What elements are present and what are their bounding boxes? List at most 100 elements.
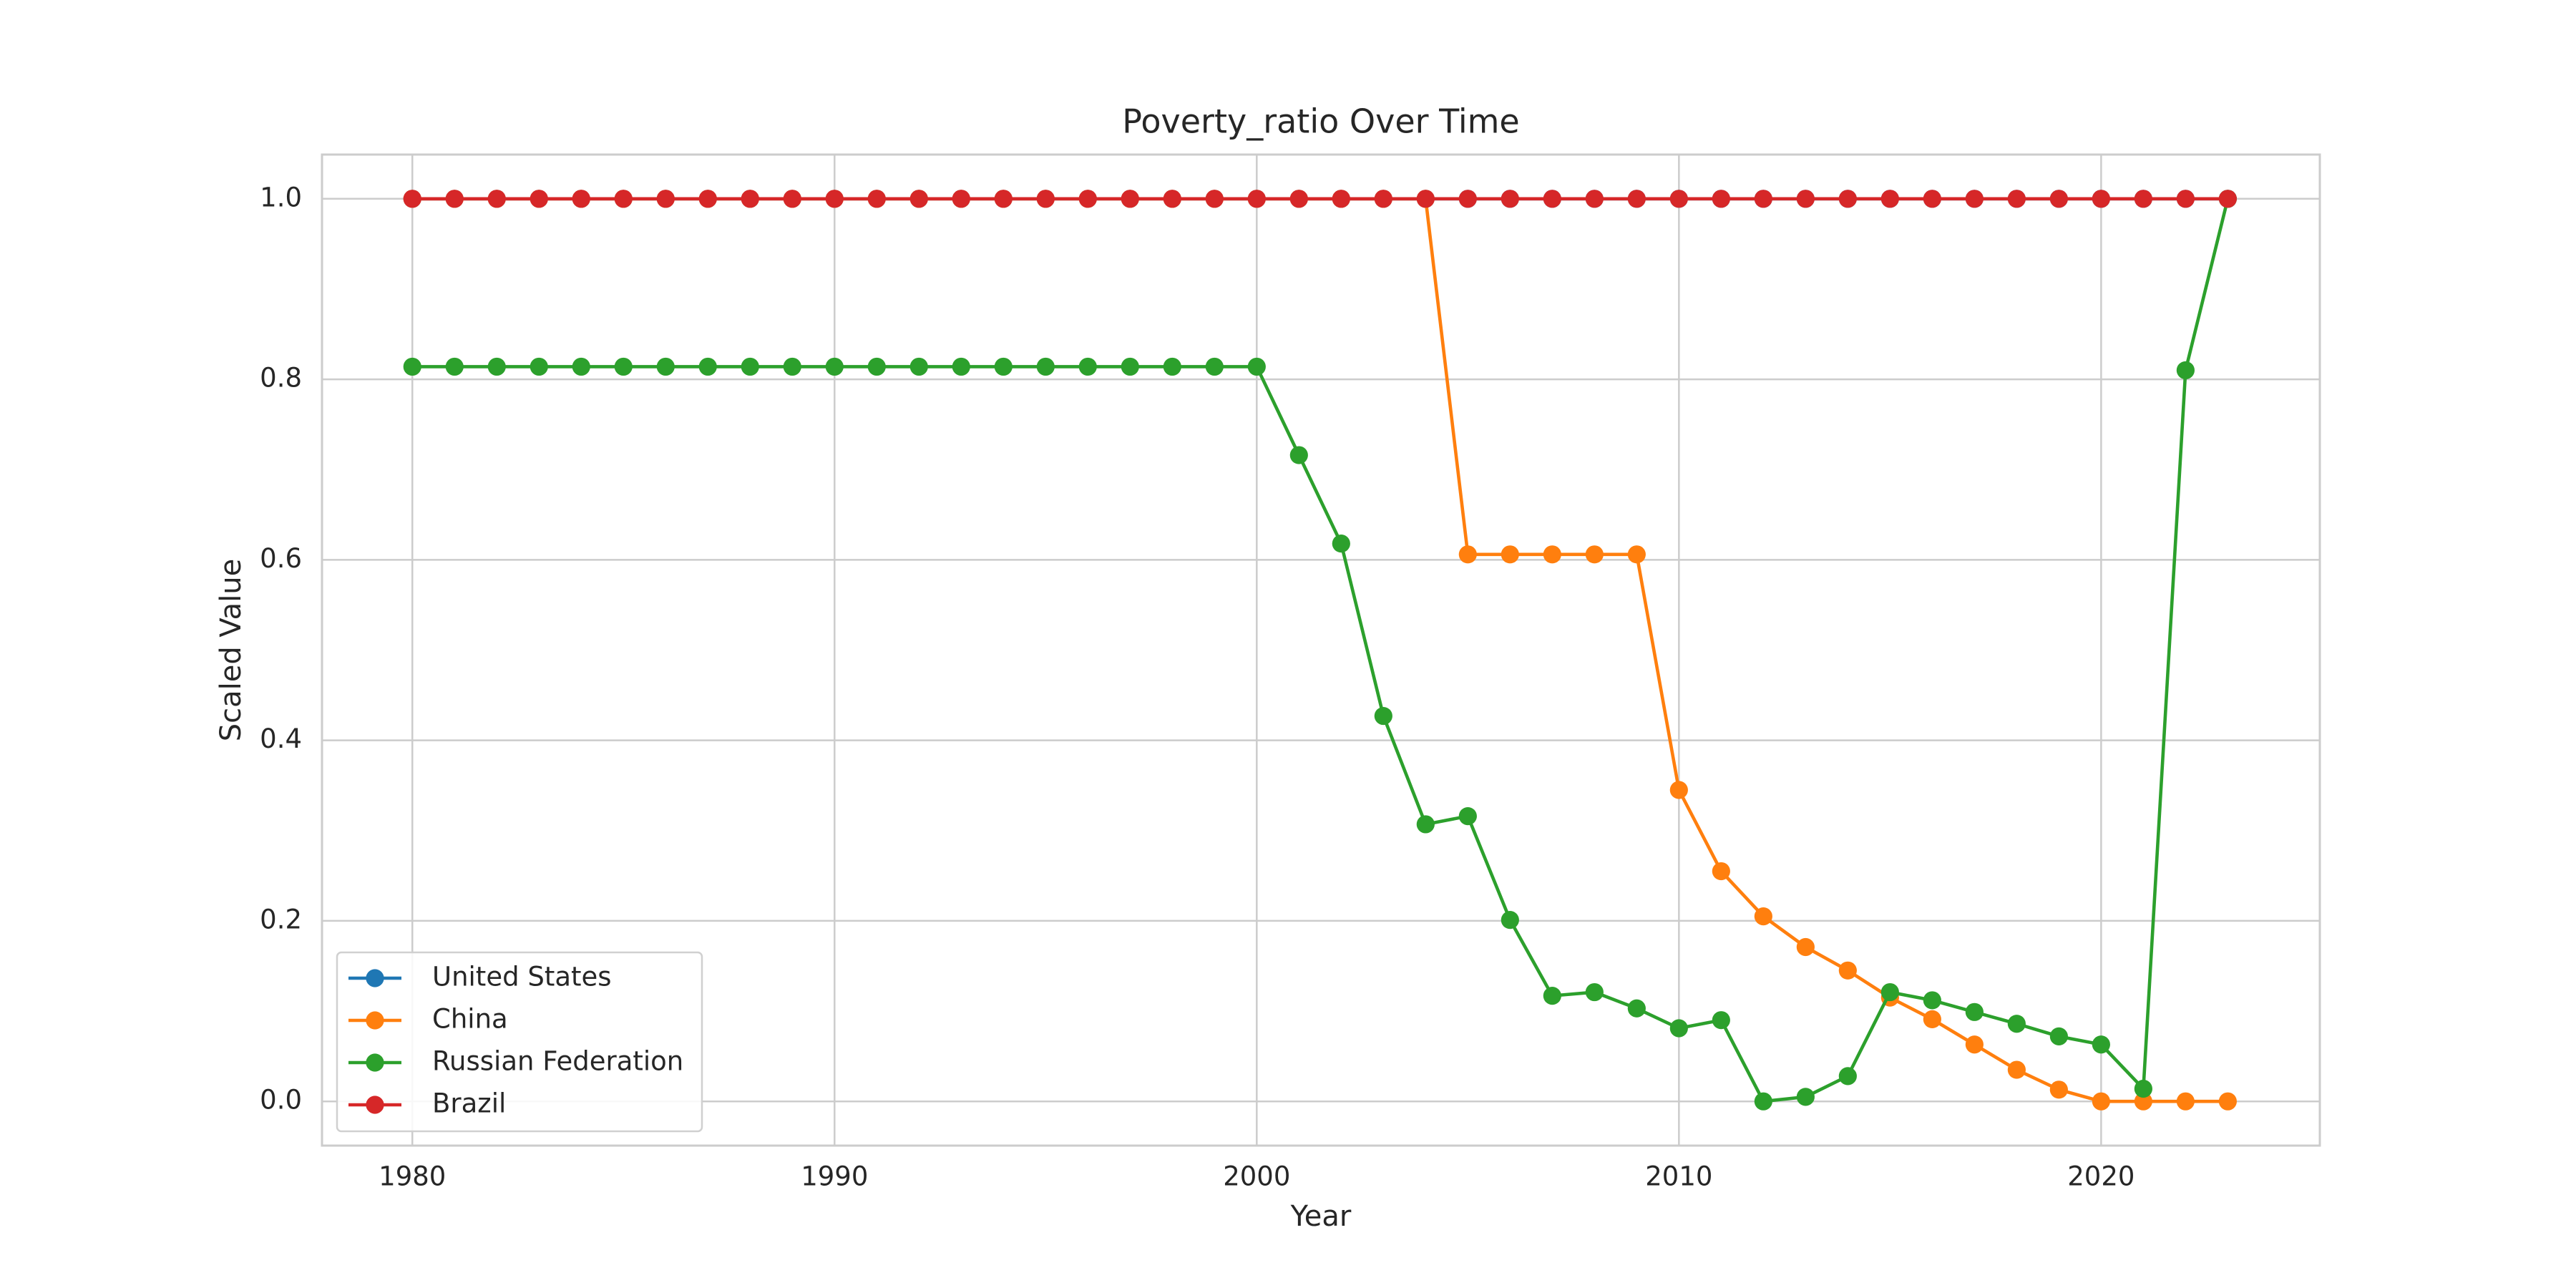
data-point [445, 357, 464, 376]
data-point [1501, 190, 1519, 208]
data-point [1923, 190, 1941, 208]
data-point [1923, 1010, 1941, 1029]
data-point [2007, 1060, 2026, 1079]
legend-label: United States [432, 962, 612, 992]
x-tick-label: 1990 [801, 1161, 868, 1192]
data-point [1543, 545, 1561, 564]
data-point [1754, 907, 1772, 926]
data-point [2092, 1092, 2110, 1111]
data-point [1078, 190, 1097, 208]
data-point [530, 190, 548, 208]
data-point [530, 357, 548, 376]
data-point [614, 357, 633, 376]
plot-frame [321, 153, 2321, 1147]
data-point [2176, 361, 2195, 380]
data-point [1796, 190, 1815, 208]
legend-label: China [432, 1004, 508, 1035]
data-point [1627, 190, 1646, 208]
data-point [909, 190, 928, 208]
data-point [1585, 190, 1604, 208]
data-point [783, 190, 801, 208]
data-point [656, 190, 675, 208]
legend-marker [366, 1096, 384, 1114]
data-point [2134, 1092, 2152, 1111]
data-point [1838, 961, 1857, 980]
data-point [2049, 1080, 2068, 1099]
y-tick-label: 0.8 [260, 363, 302, 394]
data-point [1965, 190, 1984, 208]
x-tick-label: 2010 [1645, 1161, 1712, 1192]
y-tick-label: 1.0 [260, 182, 302, 213]
data-point [2049, 190, 2068, 208]
data-point [1205, 190, 1224, 208]
data-point [1078, 357, 1097, 376]
data-point [572, 357, 590, 376]
data-point [487, 190, 506, 208]
data-point [1036, 190, 1055, 208]
data-point [994, 190, 1013, 208]
data-point [952, 357, 970, 376]
data-point [1247, 190, 1266, 208]
data-point [1754, 190, 1772, 208]
data-point [2092, 190, 2110, 208]
data-point [1669, 1019, 1688, 1038]
data-point [741, 357, 759, 376]
data-point [403, 357, 421, 376]
data-point [1712, 190, 1730, 208]
data-point [1838, 190, 1857, 208]
x-tick-label: 2020 [2067, 1161, 2135, 1192]
data-point [1585, 982, 1604, 1002]
data-point [783, 357, 801, 376]
data-point [2176, 1092, 2195, 1111]
data-point [1332, 190, 1350, 208]
y-tick-label: 0.2 [260, 904, 302, 935]
x-tick-label: 2000 [1223, 1161, 1290, 1192]
data-point [403, 190, 421, 208]
data-point [445, 190, 464, 208]
data-point [1501, 911, 1519, 930]
data-point [698, 190, 717, 208]
y-tick-label: 0.0 [260, 1085, 302, 1116]
data-point [2176, 190, 2195, 208]
data-point [1712, 1011, 1730, 1030]
chart-title: Poverty_ratio Over Time [1122, 102, 1519, 141]
legend-box [336, 951, 703, 1133]
data-point [656, 357, 675, 376]
data-point [825, 190, 844, 208]
data-point [1121, 357, 1139, 376]
data-point [1712, 862, 1730, 881]
data-point [1965, 1002, 1984, 1021]
data-point [1585, 545, 1604, 564]
data-point [2134, 190, 2152, 208]
x-tick-label: 1980 [379, 1161, 446, 1192]
y-tick-label: 0.6 [260, 543, 302, 574]
data-point [1416, 190, 1435, 208]
data-point [2007, 1015, 2026, 1033]
data-point [1754, 1092, 1772, 1111]
data-point [487, 357, 506, 376]
data-point [1880, 190, 1899, 208]
data-point [1163, 190, 1181, 208]
data-point [1416, 815, 1435, 834]
data-point [909, 357, 928, 376]
data-point [1880, 982, 1899, 1002]
legend-label: Russian Federation [432, 1046, 683, 1077]
legend-marker [366, 1053, 384, 1072]
data-point [1247, 357, 1266, 376]
data-point [1374, 706, 1392, 726]
x-axis-label: Year [1290, 1200, 1352, 1233]
data-point [1838, 1067, 1857, 1085]
data-point [867, 190, 886, 208]
data-point [1121, 190, 1139, 208]
data-point [1965, 1035, 1984, 1054]
data-point [1543, 190, 1561, 208]
data-point [741, 190, 759, 208]
data-point [1669, 190, 1688, 208]
data-point [2218, 190, 2237, 208]
data-point [698, 357, 717, 376]
legend-marker [366, 1011, 384, 1030]
y-axis-label: Scaled Value [215, 559, 248, 742]
data-point [1923, 991, 1941, 1010]
data-point [2134, 1079, 2152, 1098]
